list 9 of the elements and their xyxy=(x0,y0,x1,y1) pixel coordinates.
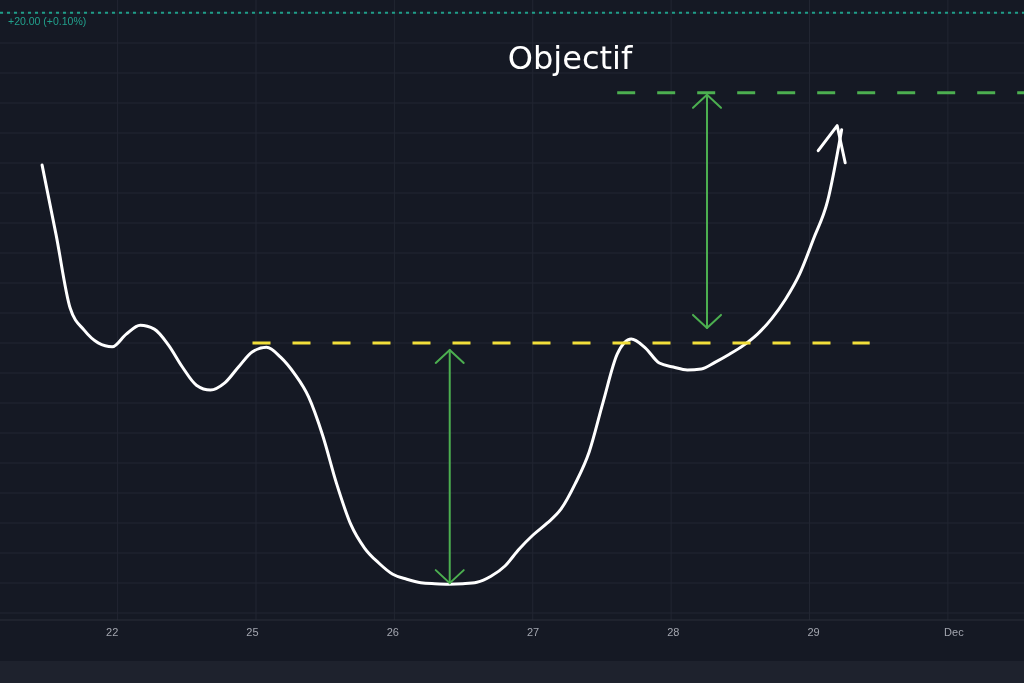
x-tick-label: Dec xyxy=(944,625,965,638)
x-tick-label: 27 xyxy=(526,625,540,638)
text: +20.00 (+0.10%) xyxy=(8,15,87,27)
x-tick-label: 29 xyxy=(807,625,820,638)
x-tick-label: 26 xyxy=(386,625,399,638)
x-tick-label: 25 xyxy=(246,625,259,638)
x-tick-label: 22 xyxy=(106,625,119,638)
x-tick-label: 28 xyxy=(667,625,680,638)
text: Objectif xyxy=(507,39,633,77)
